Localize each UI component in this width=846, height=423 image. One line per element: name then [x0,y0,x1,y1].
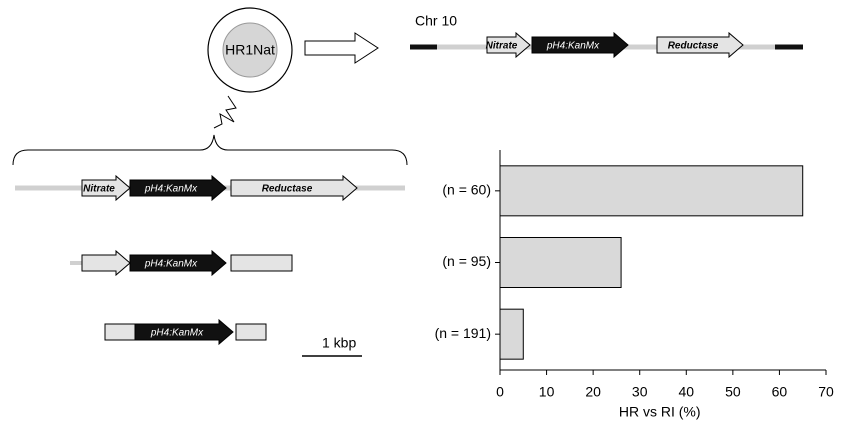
gene-label: Reductase [262,184,313,195]
y-tick-label: (n = 191) [435,325,491,341]
gene-box [105,324,135,340]
gene-label: pH4:KanMx [546,41,600,52]
figure: HR1Nat Chr 10 1 kbp Nitrate pH4:KanMx Redu… [0,0,846,423]
gene-label: pH4:KanMx [144,184,198,195]
lightning [214,96,236,128]
gene-box [236,324,266,340]
x-axis-label: HR vs RI (%) [619,404,701,420]
x-tick-label: 30 [632,384,648,400]
x-tick-label: 10 [539,384,555,400]
x-tick-label: 20 [585,384,601,400]
gene-label: pH4:KanMx [144,259,198,270]
x-tick-label: 60 [772,384,788,400]
x-tick-label: 0 [496,384,504,400]
brace [13,135,407,165]
y-tick-label: (n = 95) [442,253,491,269]
x-tick-label: 70 [818,384,834,400]
bar [500,166,803,216]
gene-label: Reductase [668,41,719,52]
transform-arrow [305,33,378,63]
x-tick-label: 40 [678,384,694,400]
gene-label: Nitrate [83,184,115,195]
x-tick-label: 50 [725,384,741,400]
gene-label: Nitrate [486,41,518,52]
bar [500,309,523,359]
gene-box [231,255,292,271]
plasmid-label: HR1Nat [225,42,275,58]
gene-label: pH4:KanMx [150,328,204,339]
scale-label: 1 kbp [322,335,356,351]
y-tick-label: (n = 60) [442,182,491,198]
chromosome-label: Chr 10 [415,13,457,29]
gene-arrow [82,251,130,275]
bar [500,238,621,288]
